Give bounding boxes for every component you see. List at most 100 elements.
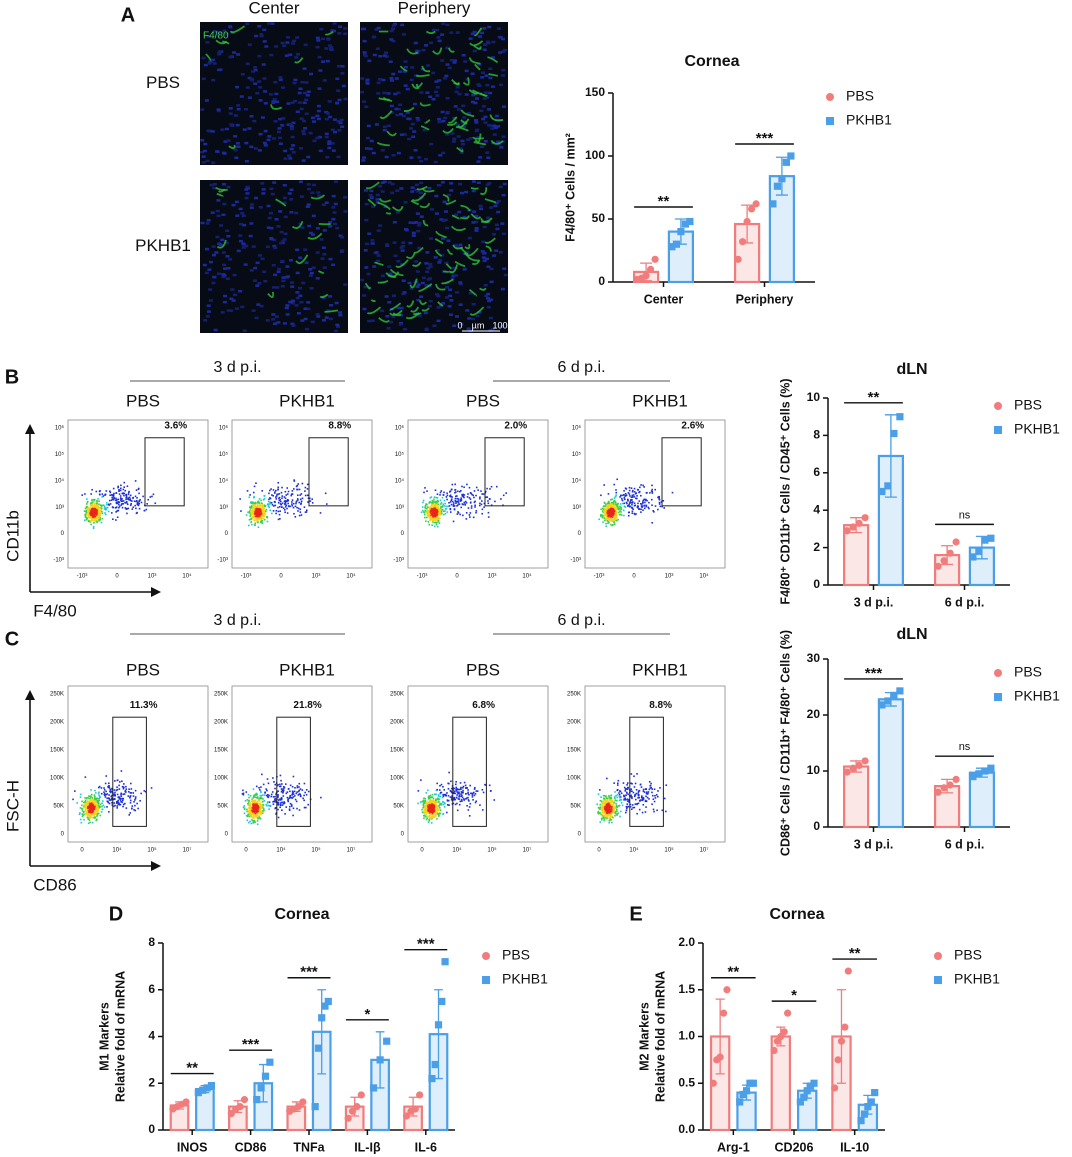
nucleus	[393, 22, 398, 26]
event	[97, 511, 100, 514]
event	[424, 809, 427, 811]
event	[248, 814, 251, 816]
nucleus	[372, 53, 377, 57]
event	[123, 786, 125, 789]
event	[458, 803, 461, 806]
macrophage	[310, 194, 326, 200]
event	[247, 524, 250, 527]
nucleus	[460, 139, 465, 143]
event	[474, 500, 476, 503]
event	[292, 793, 295, 795]
event	[453, 791, 455, 793]
event	[261, 522, 264, 525]
event	[129, 812, 131, 814]
event	[439, 517, 441, 519]
event	[107, 510, 110, 513]
event	[112, 487, 115, 490]
event	[120, 793, 122, 796]
event	[635, 792, 638, 795]
macrophage	[412, 261, 422, 267]
nucleus	[403, 65, 408, 69]
nucleus	[437, 117, 442, 121]
nucleus	[283, 157, 288, 160]
event	[437, 812, 439, 815]
nucleus	[492, 124, 497, 127]
event	[658, 501, 661, 504]
macrophage	[447, 116, 458, 124]
sample-label: PKHB1	[632, 391, 688, 410]
nucleus	[365, 78, 370, 82]
event	[438, 812, 441, 814]
event	[295, 792, 298, 795]
event	[258, 800, 261, 802]
event	[423, 513, 426, 516]
nucleus	[290, 299, 295, 303]
nucleus	[410, 186, 415, 189]
nucleus	[225, 255, 230, 258]
event	[279, 499, 282, 501]
event	[482, 791, 485, 794]
nucleus	[475, 97, 480, 100]
nucleus	[468, 136, 473, 140]
event	[429, 810, 431, 812]
event	[120, 800, 122, 803]
nucleus	[245, 192, 250, 195]
event	[434, 513, 436, 515]
nucleus	[302, 101, 307, 104]
event	[440, 514, 442, 516]
event	[254, 513, 257, 516]
event	[628, 486, 631, 489]
event	[642, 509, 644, 511]
event	[94, 504, 96, 507]
event	[473, 788, 476, 790]
event	[271, 503, 274, 506]
nucleus	[499, 146, 504, 149]
event	[425, 803, 428, 806]
event	[270, 502, 273, 504]
event	[82, 810, 85, 813]
event	[606, 508, 608, 510]
event	[115, 497, 117, 500]
nucleus	[488, 91, 493, 95]
event	[246, 810, 248, 813]
nucleus	[210, 211, 215, 214]
nucleus	[455, 85, 460, 89]
event	[115, 511, 117, 513]
nucleus	[205, 159, 210, 163]
event	[95, 514, 98, 516]
event	[460, 489, 462, 492]
nucleus	[416, 298, 421, 302]
nucleus	[289, 188, 294, 192]
event	[291, 503, 293, 505]
nucleus	[337, 32, 342, 35]
nucleus	[309, 72, 314, 76]
nucleus	[244, 159, 249, 163]
nucleus	[381, 78, 386, 82]
macrophage	[432, 47, 443, 55]
nucleus	[200, 150, 205, 154]
nucleus	[333, 202, 338, 206]
nucleus	[466, 138, 471, 141]
event	[474, 786, 476, 789]
nucleus	[301, 119, 306, 123]
event	[487, 516, 490, 518]
event	[630, 506, 633, 509]
event	[257, 806, 260, 808]
nucleus	[390, 182, 395, 186]
event	[255, 802, 258, 804]
event	[124, 507, 127, 509]
nucleus	[488, 76, 493, 80]
event	[254, 812, 257, 815]
nucleus	[206, 35, 211, 38]
event	[297, 483, 300, 485]
event	[325, 503, 328, 505]
nucleus	[422, 128, 427, 132]
nucleus	[310, 191, 315, 194]
nucleus	[395, 113, 400, 117]
event	[626, 502, 628, 505]
event	[616, 478, 619, 481]
flow-x-tick: 10⁴	[182, 573, 192, 580]
event	[101, 808, 104, 811]
event	[286, 512, 289, 514]
event	[79, 793, 82, 796]
